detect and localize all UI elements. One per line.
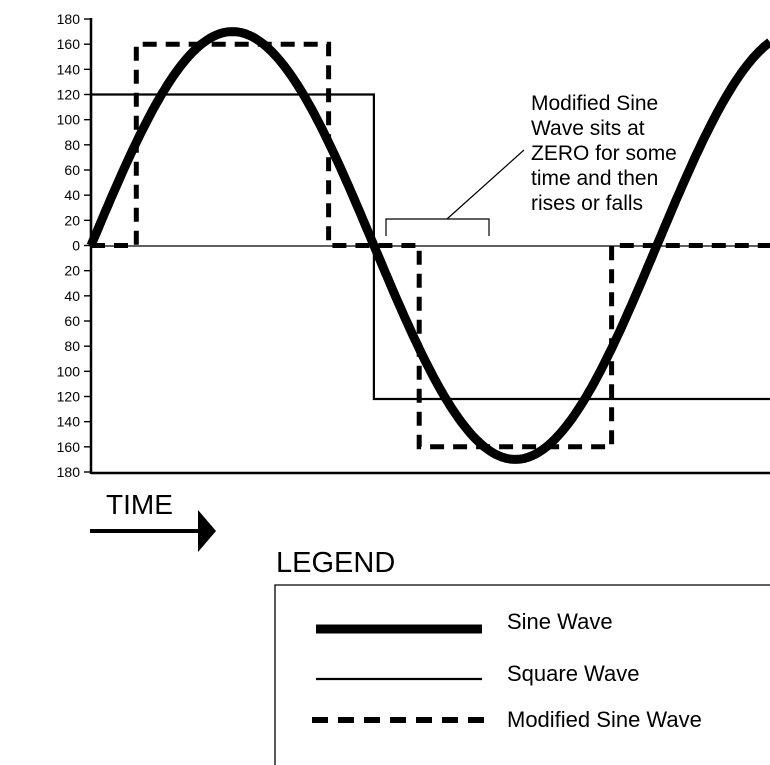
annotation-bracket bbox=[385, 149, 525, 236]
y-tick-label: 80 bbox=[64, 338, 80, 354]
series-layer bbox=[86, 27, 770, 464]
annotation-line-2: Wave sits at bbox=[531, 117, 645, 140]
annotation-line-4: time and then bbox=[531, 167, 658, 190]
y-tick-label: 0 bbox=[72, 238, 80, 254]
y-tick-label: 120 bbox=[57, 389, 81, 405]
time-arrow-icon bbox=[90, 510, 216, 552]
y-tick-label: 40 bbox=[64, 187, 80, 203]
legend-label-sine: Sine Wave bbox=[507, 609, 613, 634]
y-tick-label: 100 bbox=[57, 112, 81, 128]
x-axis-label: TIME bbox=[106, 489, 173, 520]
annotation-text: Modified Sine Wave sits at ZERO for some… bbox=[531, 92, 683, 215]
y-tick-label: 20 bbox=[64, 212, 80, 228]
annotation-line-5: rises or falls bbox=[531, 192, 643, 215]
y-tick-label: 60 bbox=[64, 162, 80, 178]
y-tick-label: 180 bbox=[57, 11, 81, 27]
y-tick-label: 100 bbox=[57, 363, 81, 379]
y-tick-label: 80 bbox=[64, 137, 80, 153]
annotation-line-3: ZERO for some bbox=[531, 142, 677, 165]
legend-title: LEGEND bbox=[276, 547, 395, 579]
y-tick-label: 40 bbox=[64, 288, 80, 304]
y-tick-label: 180 bbox=[57, 464, 81, 480]
annotation-line-1: Modified Sine bbox=[531, 92, 658, 115]
y-tick-label: 120 bbox=[57, 87, 81, 103]
y-tick-label: 160 bbox=[57, 36, 81, 52]
annotation-leader bbox=[446, 149, 525, 220]
legend-box bbox=[274, 584, 770, 765]
y-tick-label: 20 bbox=[64, 263, 80, 279]
series-square-wave bbox=[89, 93, 770, 401]
legend-label-square: Square Wave bbox=[507, 661, 639, 686]
series-sine-wave bbox=[86, 27, 770, 464]
y-tick-label: 140 bbox=[57, 414, 81, 430]
legend-label-modified: Modified Sine Wave bbox=[507, 707, 702, 732]
y-tick-label: 60 bbox=[64, 313, 80, 329]
y-tick-label: 160 bbox=[57, 439, 81, 455]
y-tick-labels: 180 160 140 120 100 80 60 40 20 0 20 40 60 80 100 120 14… bbox=[57, 11, 81, 480]
y-ticks bbox=[84, 18, 91, 473]
y-tick-label: 140 bbox=[57, 61, 81, 77]
